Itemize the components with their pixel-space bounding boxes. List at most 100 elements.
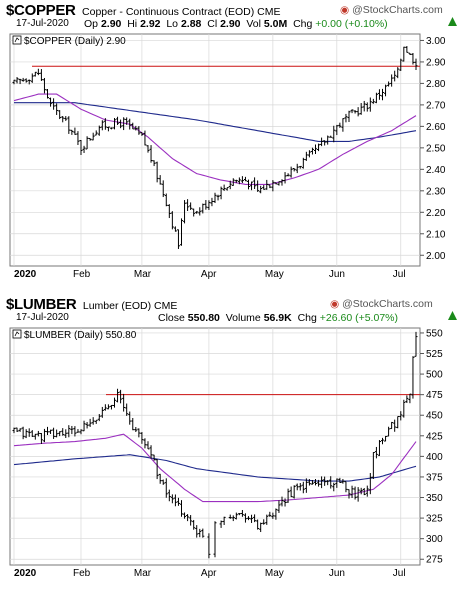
ohlc-bar — [286, 488, 290, 503]
ohlc-bar — [320, 137, 324, 147]
lumber-date: 17-Jul-2020 — [16, 312, 69, 323]
ohlc-bar — [301, 157, 305, 169]
lumber-close-label: Close — [158, 312, 185, 324]
ohlc-bar — [91, 417, 95, 425]
stockcharts-logo-icon: ◉ — [330, 298, 340, 310]
ohlc-bar — [173, 494, 177, 507]
ohlc-bar — [143, 130, 147, 146]
ohlc-bar — [390, 74, 394, 87]
ohlc-bar — [365, 485, 369, 497]
ohlc-bar — [240, 509, 244, 517]
ohlc-bar — [253, 177, 257, 190]
ohlc-bar — [323, 476, 327, 486]
ohlc-bar — [27, 428, 31, 437]
x-tick-label: 2020 — [14, 568, 37, 579]
copper-open-label: Op — [84, 18, 99, 30]
ohlc-bar — [198, 528, 202, 538]
ohlc-bar — [274, 182, 278, 185]
ohlc-bar — [58, 110, 62, 120]
ohlc-bar — [237, 177, 241, 185]
ohlc-bar — [103, 404, 107, 411]
lumber-close: 550.80 — [187, 312, 220, 324]
ohlc-bar — [42, 77, 46, 94]
plot-frame — [9, 33, 421, 267]
y-tick-label: 325 — [426, 514, 443, 525]
ohlc-bar — [362, 100, 366, 112]
legend-swatch — [12, 35, 22, 45]
ohlc-bar — [384, 435, 388, 442]
ohlc-bar — [61, 428, 65, 436]
ohlc-bar — [52, 427, 56, 439]
y-tick-label: 450 — [426, 411, 443, 422]
ohlc-bar — [237, 513, 241, 516]
ohlc-bar — [27, 79, 31, 85]
ohlc-bar — [341, 118, 345, 132]
ohlc-bar — [359, 487, 363, 495]
ohlc-bar — [64, 116, 68, 121]
ohlc-bar — [222, 184, 226, 191]
ohlc-bar — [347, 110, 351, 122]
ohlc-bar — [180, 500, 183, 517]
ohlc-bar — [46, 426, 49, 435]
ohlc-bar — [91, 132, 95, 141]
ohlc-bar — [170, 494, 174, 504]
ohlc-bar — [52, 98, 56, 110]
copper-price-plot: 3.00 2.90 2.80 2.70 2.60 2.50 2.40 2.30 2.20 2.10… — [9, 33, 446, 267]
ohlc-bar — [119, 389, 123, 404]
ohlc-bar — [280, 179, 284, 186]
x-tick-label: Jul — [392, 568, 406, 579]
y-tick-label: 350 — [426, 493, 443, 504]
ohlc-bar — [97, 414, 101, 422]
ohlc-bar — [143, 438, 147, 449]
ohlc-bar — [216, 194, 220, 201]
ohlc-bar — [189, 202, 193, 210]
ohlc-bar — [94, 130, 98, 136]
ohlc-bar — [350, 109, 354, 114]
ohlc-bar — [140, 432, 144, 444]
ohlc-bar — [408, 52, 412, 55]
ohlc-bar — [271, 512, 275, 519]
copper-close: 2.90 — [220, 18, 241, 30]
ohlc-bar — [100, 406, 104, 418]
y-tick-label: 2.40 — [426, 165, 446, 176]
x-tick-label: May — [264, 568, 284, 579]
x-tick-label: May — [264, 269, 284, 280]
ohlc-bar — [113, 117, 116, 130]
ohlc-bar — [414, 331, 418, 357]
ohlc-bar — [36, 68, 40, 76]
ohlc-bar — [173, 226, 177, 232]
ohlc-bar — [280, 496, 284, 507]
ohlc-bar — [384, 84, 388, 97]
ohlc-bar — [21, 426, 25, 440]
ohlc-bar — [82, 145, 86, 153]
lumber-symbol: $LUMBER — [6, 296, 77, 313]
ohlc-bar — [259, 522, 263, 533]
ohlc-bar — [393, 70, 397, 82]
ohlc-bar — [277, 500, 281, 513]
x-tick-label: Apr — [200, 568, 217, 579]
ohlc-bar — [155, 161, 159, 183]
ohlc-bar — [73, 426, 77, 437]
ohlc-bar — [256, 519, 260, 530]
ohlc-bar — [152, 454, 156, 461]
legend-swatch — [12, 329, 22, 339]
ohlc-bar — [100, 120, 104, 131]
copper-volume: 5.0M — [263, 18, 288, 30]
y-tick-label: 400 — [426, 452, 443, 463]
x-tick-label: Mar — [133, 269, 152, 280]
ohlc-bar — [186, 514, 190, 522]
ohlc-bar — [198, 207, 202, 216]
ohlc-bar — [341, 478, 345, 484]
copper-date: 17-Jul-2020 — [16, 18, 69, 29]
ohlc-bar — [265, 179, 269, 190]
ohlc-bar — [332, 482, 336, 492]
ohlc-bar — [411, 52, 415, 65]
ohlc-bar — [268, 184, 272, 189]
y-tick-label: 2.20 — [426, 208, 446, 219]
ohlc-bar — [234, 179, 238, 183]
ohlc-bar — [30, 73, 34, 83]
ohlc-bar — [219, 186, 223, 200]
x-tick-label: Jun — [328, 269, 345, 280]
ohlc-bar — [390, 421, 394, 430]
ohlc-bar — [146, 145, 150, 153]
